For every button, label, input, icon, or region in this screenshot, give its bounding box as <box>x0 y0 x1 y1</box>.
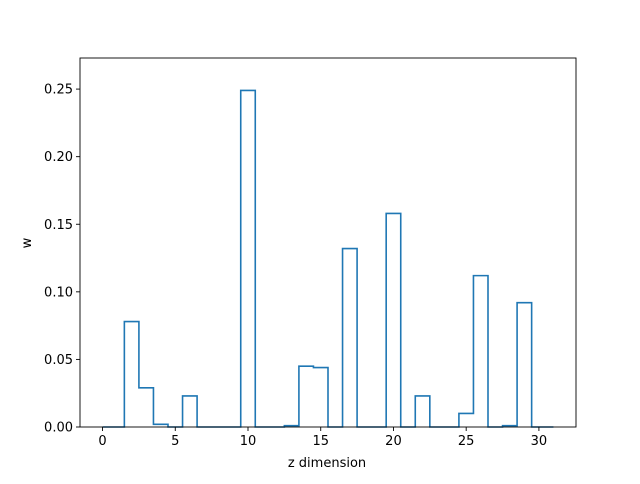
y-axis-label: w <box>20 237 35 248</box>
series-line-0 <box>102 89 554 428</box>
y-tick-label: 0.20 <box>44 150 73 165</box>
x-tick-label: 0 <box>98 434 106 449</box>
x-axis-label: z dimension <box>288 456 366 471</box>
y-tick-label: 0.10 <box>44 285 73 300</box>
y-tick-label: 0.05 <box>44 353 73 368</box>
y-tick-label: 0.00 <box>44 421 73 436</box>
y-tick-label: 0.15 <box>44 218 73 233</box>
x-tick-label: 25 <box>458 434 475 449</box>
x-tick-label: 5 <box>171 434 179 449</box>
y-tick-label: 0.25 <box>44 83 73 98</box>
x-tick-label: 10 <box>240 434 257 449</box>
x-tick-label: 30 <box>531 434 548 449</box>
x-tick-label: 20 <box>385 434 402 449</box>
plot-frame <box>79 57 577 428</box>
x-tick-label: 15 <box>312 434 329 449</box>
series-layer <box>102 89 554 428</box>
axes-layer <box>79 57 577 428</box>
ticks-layer: 0 5 10 15 20 25 30 0.00 0.05 0.10 0.15 0.20 0.25 <box>44 83 547 449</box>
